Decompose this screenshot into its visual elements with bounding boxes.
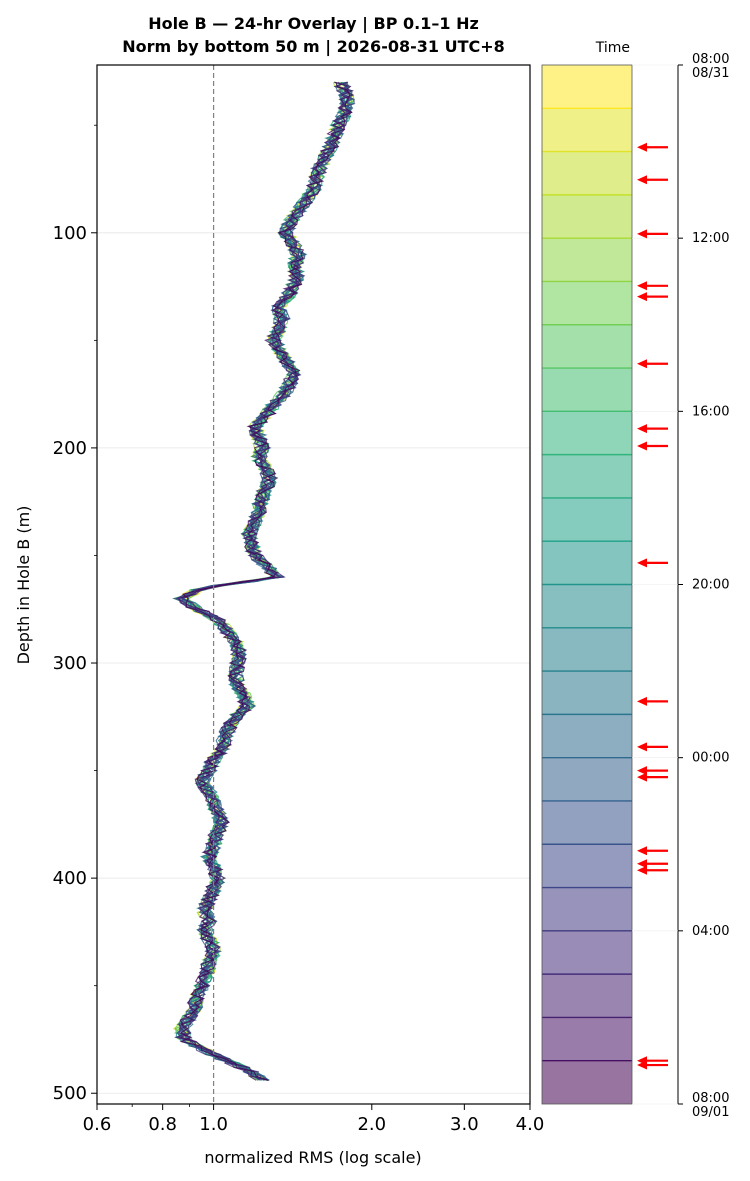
colorbar-segment — [542, 584, 632, 628]
colorbar-segment — [542, 324, 632, 369]
plot-frame — [96, 64, 531, 1105]
colorbar-segment — [542, 151, 632, 195]
event-arrow-head — [637, 742, 647, 752]
chart-title-line-1: Hole B — 24-hr Overlay | BP 0.1–1 Hz — [148, 14, 479, 33]
event-arrow-head — [637, 359, 647, 369]
colorbar-tick-label: 00:00 — [692, 751, 729, 766]
event-arrow-head — [637, 696, 647, 706]
event-arrow-head — [637, 859, 647, 869]
event-arrow-head — [637, 281, 647, 291]
colorbar-tick-label: 08:00 08/31 — [692, 52, 729, 81]
y-axis: 100 200 300 400 500 — [53, 124, 97, 1104]
colorbar-label: Time — [595, 40, 630, 56]
colorbar-segment — [542, 1060, 632, 1104]
series-line — [178, 81, 353, 1081]
event-arrow-head — [637, 1060, 647, 1070]
colorbar-time-axis: 08:00 08/31 12:00 16:00 20:00 00:00 04:00 08:00… — [632, 52, 729, 1120]
event-arrow-head — [637, 424, 647, 434]
series-line — [179, 82, 353, 1081]
x-tick-label: 3.0 — [450, 1114, 479, 1135]
colorbar-tick-label: 04:00 — [692, 924, 729, 939]
colorbar-segment — [542, 887, 632, 931]
chart-title-line-2: Norm by bottom 50 m | 2026-08-31 UTC+8 — [122, 37, 505, 56]
colorbar-segment — [542, 844, 632, 888]
event-arrow-head — [637, 175, 647, 185]
event-arrow-head — [637, 865, 647, 875]
grid-lines — [97, 232, 530, 1094]
colorbar-segment — [542, 541, 632, 585]
event-arrow-head — [637, 292, 647, 302]
colorbar-segment — [542, 108, 632, 152]
x-axis-label: normalized RMS (log scale) — [204, 1148, 421, 1167]
colorbar-tick-label: 20:00 — [692, 578, 729, 593]
colorbar-segment — [542, 497, 632, 542]
y-tick-label: 100 — [53, 223, 87, 244]
colorbar-segment — [542, 714, 632, 758]
colorbar-segment — [542, 627, 632, 672]
colorbar-segment — [542, 930, 632, 975]
colorbar-segment — [542, 411, 632, 455]
colorbar-tick-label: 12:00 — [692, 231, 729, 246]
colorbar-segment — [542, 1017, 632, 1061]
colorbar-segment — [542, 65, 632, 109]
x-axis: 0.6 0.8 1.0 2.0 3.0 4.0 — [83, 1104, 545, 1135]
event-markers — [637, 142, 668, 1070]
colorbar-segment — [542, 671, 632, 715]
event-arrow-head — [637, 772, 647, 782]
colorbar — [542, 65, 632, 1104]
colorbar-segment — [542, 368, 632, 412]
colorbar-tick-label: 16:00 — [692, 404, 729, 419]
event-arrow-head — [637, 558, 647, 568]
colorbar-segment — [542, 757, 632, 801]
series-lines — [172, 81, 356, 1081]
colorbar-segment — [542, 238, 632, 282]
colorbar-tick-label: 08:00 09/01 — [692, 1091, 729, 1120]
y-axis-label: Depth in Hole B (m) — [14, 506, 33, 665]
colorbar-segment — [542, 281, 632, 325]
x-tick-label: 4.0 — [516, 1114, 545, 1135]
colorbar-segment — [542, 800, 632, 845]
event-arrow-head — [637, 766, 647, 776]
x-tick-label: 2.0 — [357, 1114, 386, 1135]
chart-title: Hole B — 24-hr Overlay | BP 0.1–1 Hz Nor… — [0, 12, 627, 58]
colorbar-segment — [542, 194, 632, 239]
event-arrow-head — [637, 441, 647, 451]
event-arrow-head — [637, 142, 647, 152]
colorbar-segment — [542, 454, 632, 498]
event-arrow-head — [637, 229, 647, 239]
x-tick-label: 0.8 — [148, 1114, 177, 1135]
y-tick-label: 300 — [53, 653, 87, 674]
event-arrow-head — [637, 846, 647, 856]
x-tick-label: 1.0 — [199, 1114, 228, 1135]
y-tick-label: 400 — [53, 868, 87, 889]
x-tick-label: 0.6 — [83, 1114, 112, 1135]
colorbar-segment — [542, 974, 632, 1018]
y-tick-label: 500 — [53, 1083, 87, 1104]
y-tick-label: 200 — [53, 438, 87, 459]
